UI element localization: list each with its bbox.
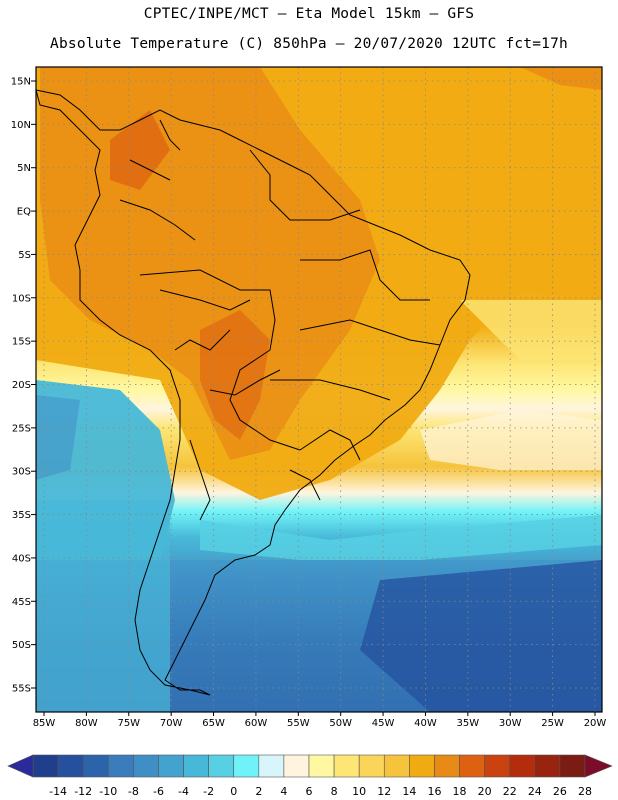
colorbar-segment [133,754,159,778]
lon-tick-label: 75W [117,718,140,729]
colorbar-segment [484,754,511,778]
lon-tick-label: 55W [287,718,310,729]
map-frame [35,66,603,713]
colorbar-label: -12 [74,785,92,798]
map-subtitle: Absolute Temperature (C) 850hPa – 20/07/… [50,36,568,52]
lat-tick-label: 15S [12,337,31,348]
colorbar-label: 10 [352,785,366,798]
colorbar-label: 28 [578,785,592,798]
coastline-borders [35,89,471,696]
colorbar-segment [434,754,460,778]
latitude-axis: 15N 10N 5N EQ 5S 10S 15S 20S 25S 30S 35S 40S 45S 50S 5… [11,77,36,695]
lat-tick-label: 55S [12,684,31,695]
colorbar [7,754,613,778]
colorbar-segment [459,754,485,778]
lon-tick-label: 40W [414,718,437,729]
lon-tick-label: 60W [245,718,268,729]
colorbar-segment [534,754,561,778]
lon-tick-label: 25W [541,718,564,729]
lat-tick-label: 40S [12,553,31,564]
colorbar-under-arrow [7,754,34,778]
colorbar-label: -6 [153,785,164,798]
colorbar-label: 12 [377,785,391,798]
colorbar-segment [333,754,360,778]
lon-tick-label: 70W [160,718,183,729]
colorbar-label: 24 [528,785,542,798]
colorbar-segment [308,754,335,778]
colorbar-segment [383,754,410,778]
lat-tick-label: 35S [12,510,31,521]
colorbar-segment [233,754,260,778]
lat-tick-label: 10N [11,120,31,131]
lat-tick-label: 20S [12,380,31,391]
colorbar-segment [509,754,536,778]
colorbar-label: 20 [478,785,492,798]
colorbar-segment [559,754,586,778]
lon-tick-label: 35W [457,718,480,729]
colorbar-segment [32,754,59,778]
lat-tick-label: 10S [12,293,31,304]
colorbar-segment [57,754,84,778]
colorbar-label: -2 [203,785,214,798]
colorbar-label: 6 [306,785,313,798]
lat-tick-label: 45S [12,597,31,608]
colorbar-segment [183,754,209,778]
lon-tick-label: 20W [584,718,607,729]
colorbar-segment [358,754,385,778]
colorbar-label: 8 [331,785,338,798]
lon-tick-label: 80W [75,718,98,729]
colorbar-label: 14 [402,785,416,798]
colorbar-labels: -14 -12 -10 -8 -6 -4 -2 0 2 4 6 8 10 12 14 16 18 20 22 24 26… [49,785,592,798]
lon-tick-label: 45W [372,718,395,729]
colorbar-label: 22 [503,785,517,798]
colorbar-segment [409,754,435,778]
lat-tick-label: 5S [18,250,31,261]
colorbar-label: -14 [49,785,67,798]
colorbar-label: -4 [178,785,189,798]
lon-tick-label: 30W [499,718,522,729]
lat-tick-label: EQ [17,207,31,218]
lat-lon-grid [36,67,602,712]
lon-tick-label: 85W [33,718,56,729]
lat-tick-label: 25S [12,423,31,434]
colorbar-label: 16 [427,785,441,798]
colorbar-segment [82,754,109,778]
colorbar-segment [158,754,184,778]
colorbar-segment [283,754,310,778]
colorbar-segment [107,754,134,778]
colorbar-segment [258,754,285,778]
colorbar-label: 26 [553,785,567,798]
colorbar-label: -10 [99,785,117,798]
lon-tick-label: 50W [329,718,352,729]
map-title: CPTEC/INPE/MCT – Eta Model 15km – GFS [143,6,475,22]
lat-tick-label: 15N [11,77,31,88]
lat-tick-label: 30S [12,467,31,478]
colorbar-over-arrow [584,754,613,778]
colorbar-label: 4 [280,785,287,798]
lat-tick-label: 50S [12,640,31,651]
colorbar-label: 0 [230,785,237,798]
longitude-axis: 85W 80W 75W 70W 65W 60W 55W 50W 45W 40W 35W 30W 25W 2… [33,712,607,729]
colorbar-label: 2 [255,785,262,798]
lat-tick-label: 5N [17,163,31,174]
temperature-field [36,67,602,712]
lon-tick-label: 65W [202,718,225,729]
colorbar-label: -8 [128,785,139,798]
colorbar-label: 18 [453,785,467,798]
colorbar-segment [208,754,235,778]
